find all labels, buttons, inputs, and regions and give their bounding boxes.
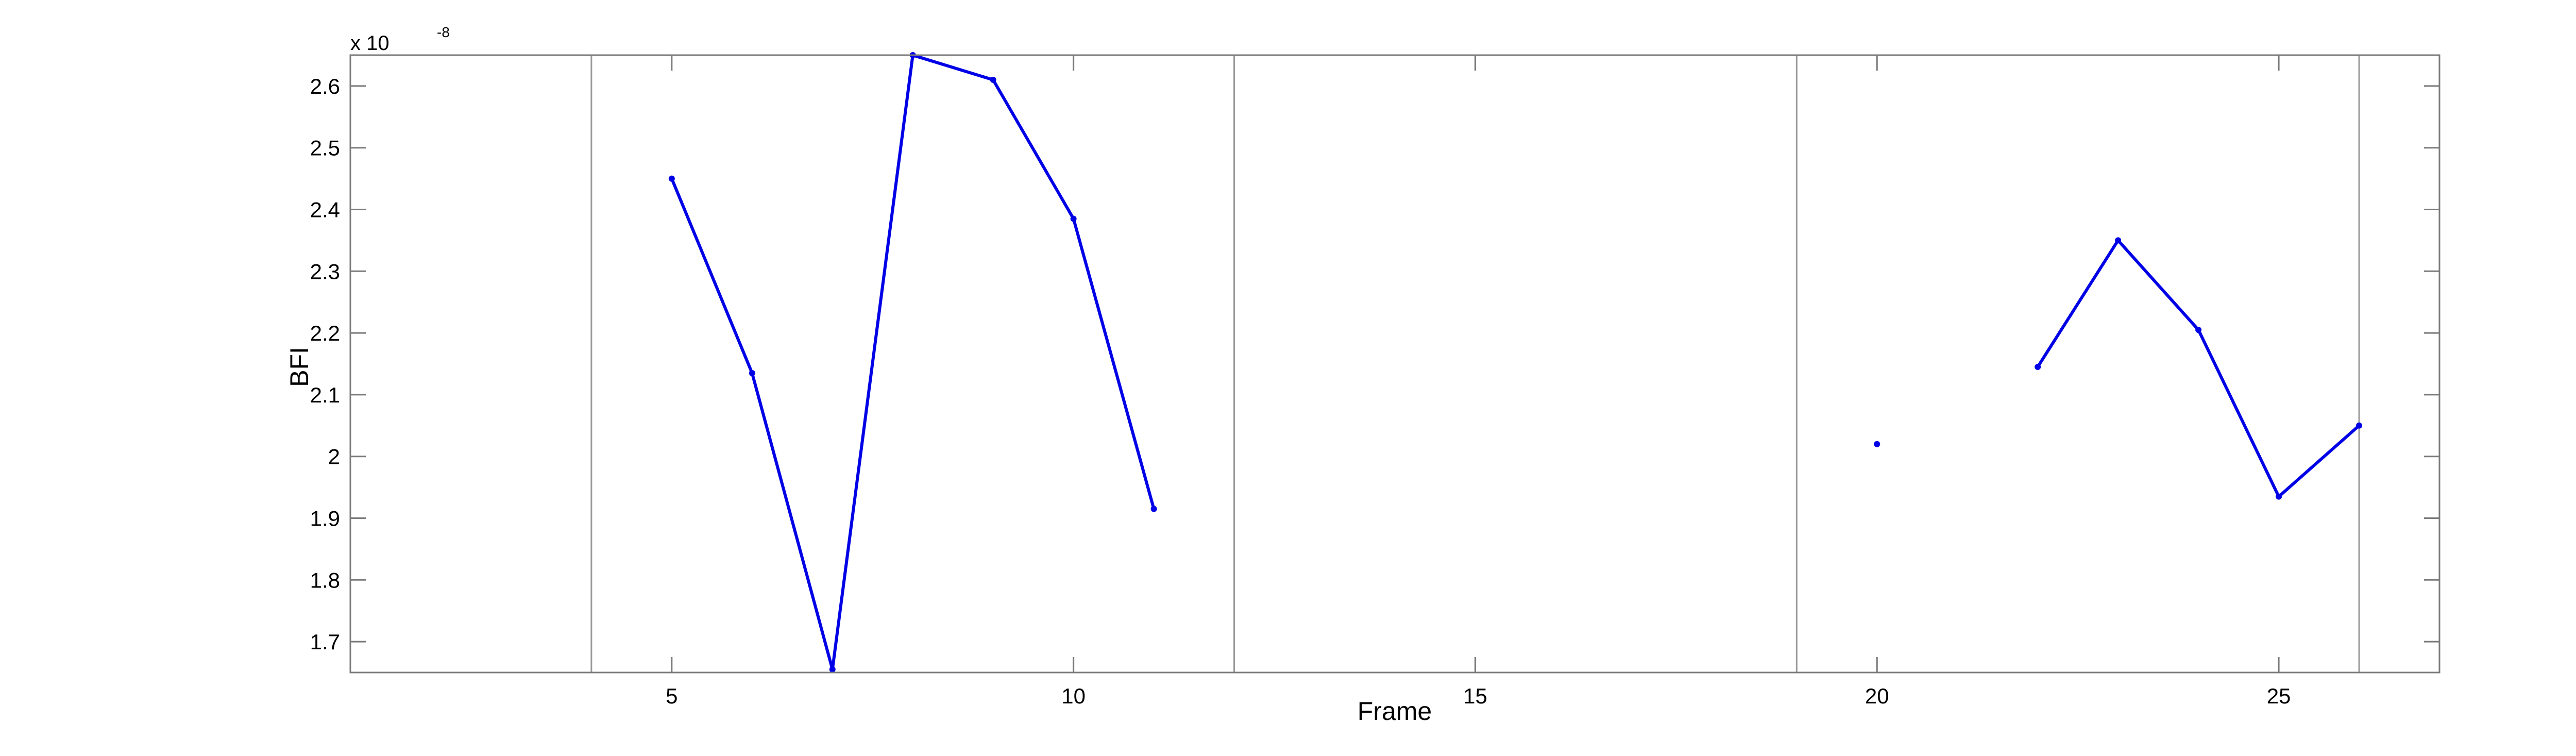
data-point	[1874, 441, 1880, 447]
x-tick-label: 15	[1463, 684, 1487, 708]
y-tick-label: 1.7	[310, 630, 340, 654]
series-2	[1874, 441, 1880, 447]
data-point	[668, 175, 675, 182]
x-tick-label: 5	[666, 684, 677, 708]
y-axis-title: BFI	[285, 347, 314, 387]
y-tick-label: 2.5	[310, 136, 340, 160]
x-tick-label: 20	[1865, 684, 1889, 708]
data-point	[2195, 327, 2202, 333]
axes-box	[349, 54, 2441, 674]
y-tick-label: 2.6	[310, 74, 340, 98]
ticks	[350, 55, 2439, 673]
y-tick-label: 2.4	[310, 198, 340, 222]
y-tick-label: 2.1	[310, 383, 340, 407]
y-scale-prefix: x 10	[350, 32, 389, 55]
data-point	[2035, 363, 2041, 370]
x-tick-label: 10	[1061, 684, 1086, 708]
x-tick-label: 25	[2267, 684, 2291, 708]
series-3	[2035, 237, 2363, 500]
data-point	[1150, 506, 1157, 512]
y-tick-label: 2	[328, 445, 340, 469]
data-point	[990, 76, 996, 83]
x-axis-title: Frame	[1358, 697, 1432, 726]
data-point	[2356, 422, 2363, 429]
axes	[349, 54, 2441, 674]
data-point	[829, 666, 836, 673]
vertical-marker-lines	[590, 55, 2360, 673]
tick-labels: 5 10 15 20 25 1.7 1.8 1.9 2 2.1 2.2 2.3 2.4 2.5 2.6	[310, 74, 2291, 708]
y-tick-label: 2.2	[310, 321, 340, 345]
y-tick-label: 1.8	[310, 568, 340, 592]
data-point	[2276, 493, 2282, 500]
y-tick-label: 1.9	[310, 507, 340, 531]
y-scale-factor: x 10 -8	[350, 24, 450, 55]
plot-area	[350, 55, 2439, 673]
data-point	[749, 369, 755, 376]
data-point	[1070, 215, 1077, 222]
y-scale-exponent: -8	[437, 24, 450, 40]
data-point	[2115, 237, 2122, 244]
y-tick-label: 2.3	[310, 259, 340, 283]
plot-background	[350, 55, 2439, 673]
